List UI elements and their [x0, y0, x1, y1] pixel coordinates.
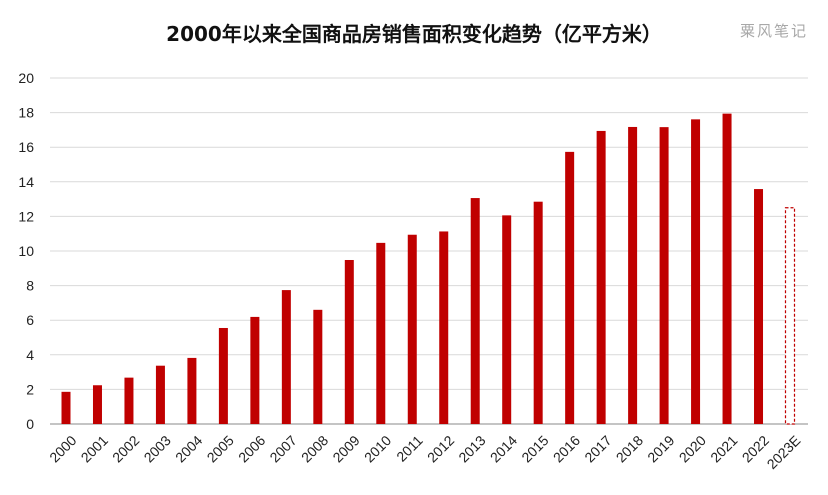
bar — [218, 327, 228, 424]
bar — [502, 215, 512, 424]
x-tick-label: 2008 — [298, 432, 331, 465]
chart-title: 2000年以来全国商品房销售面积变化趋势（亿平方米） — [166, 22, 662, 46]
x-tick-label: 2011 — [393, 432, 426, 465]
y-tick-label: 18 — [18, 105, 34, 121]
x-tick-label: 2023E — [764, 432, 804, 472]
x-tick-label: 2004 — [172, 432, 205, 465]
bar — [376, 242, 386, 424]
x-tick-label: 2003 — [141, 432, 174, 465]
bar — [565, 151, 575, 424]
bar-estimated — [784, 207, 796, 425]
x-tick-label: 2001 — [78, 432, 111, 465]
y-axis: 0 2 4 6 8 10 12 14 16 18 20 — [18, 70, 34, 432]
x-tick-label: 2014 — [487, 432, 520, 465]
x-axis: 2000200120022003200420052006200720082009… — [46, 432, 803, 472]
bar — [344, 259, 354, 424]
bar — [659, 127, 669, 424]
bar — [722, 113, 732, 424]
bar — [313, 309, 323, 424]
x-tick-label: 2000 — [46, 432, 79, 465]
bar — [628, 126, 638, 425]
x-tick-label: 2018 — [613, 432, 646, 465]
x-tick-label: 2016 — [550, 432, 583, 465]
x-tick-label: 2010 — [361, 432, 394, 465]
x-tick-label: 2020 — [676, 432, 709, 465]
x-tick-label: 2006 — [235, 432, 268, 465]
y-tick-label: 8 — [26, 278, 34, 294]
x-tick-label: 2012 — [424, 432, 457, 465]
bar — [92, 385, 102, 424]
y-tick-label: 10 — [18, 243, 34, 259]
x-tick-label: 2007 — [266, 432, 299, 465]
x-tick-label: 2019 — [644, 432, 677, 465]
x-tick-label: 2009 — [329, 432, 362, 465]
y-tick-label: 2 — [26, 381, 34, 397]
bar — [124, 377, 134, 424]
y-tick-label: 0 — [26, 416, 34, 432]
bar — [439, 231, 449, 424]
bar — [155, 365, 165, 424]
bar — [754, 189, 764, 424]
bar — [596, 130, 606, 425]
bar — [533, 201, 543, 424]
x-tick-label: 2017 — [581, 432, 614, 465]
y-tick-label: 4 — [26, 347, 34, 363]
y-tick-label: 12 — [18, 208, 34, 224]
bar — [470, 198, 480, 424]
bar — [407, 234, 417, 424]
x-tick-label: 2013 — [455, 432, 488, 465]
watermark: 粟风笔记 — [739, 22, 808, 40]
y-tick-label: 20 — [18, 70, 34, 86]
bar — [61, 391, 71, 424]
gridlines — [50, 77, 808, 425]
bar — [250, 316, 260, 424]
bar — [691, 119, 701, 425]
x-tick-label: 2015 — [518, 432, 551, 465]
y-tick-label: 6 — [26, 312, 34, 328]
x-tick-label: 2002 — [109, 432, 142, 465]
x-tick-label: 2021 — [707, 432, 740, 465]
y-tick-label: 14 — [18, 174, 34, 190]
y-tick-label: 16 — [18, 139, 34, 155]
bars — [61, 113, 796, 425]
bar — [281, 290, 291, 424]
bar — [187, 357, 197, 424]
x-tick-label: 2005 — [204, 432, 237, 465]
